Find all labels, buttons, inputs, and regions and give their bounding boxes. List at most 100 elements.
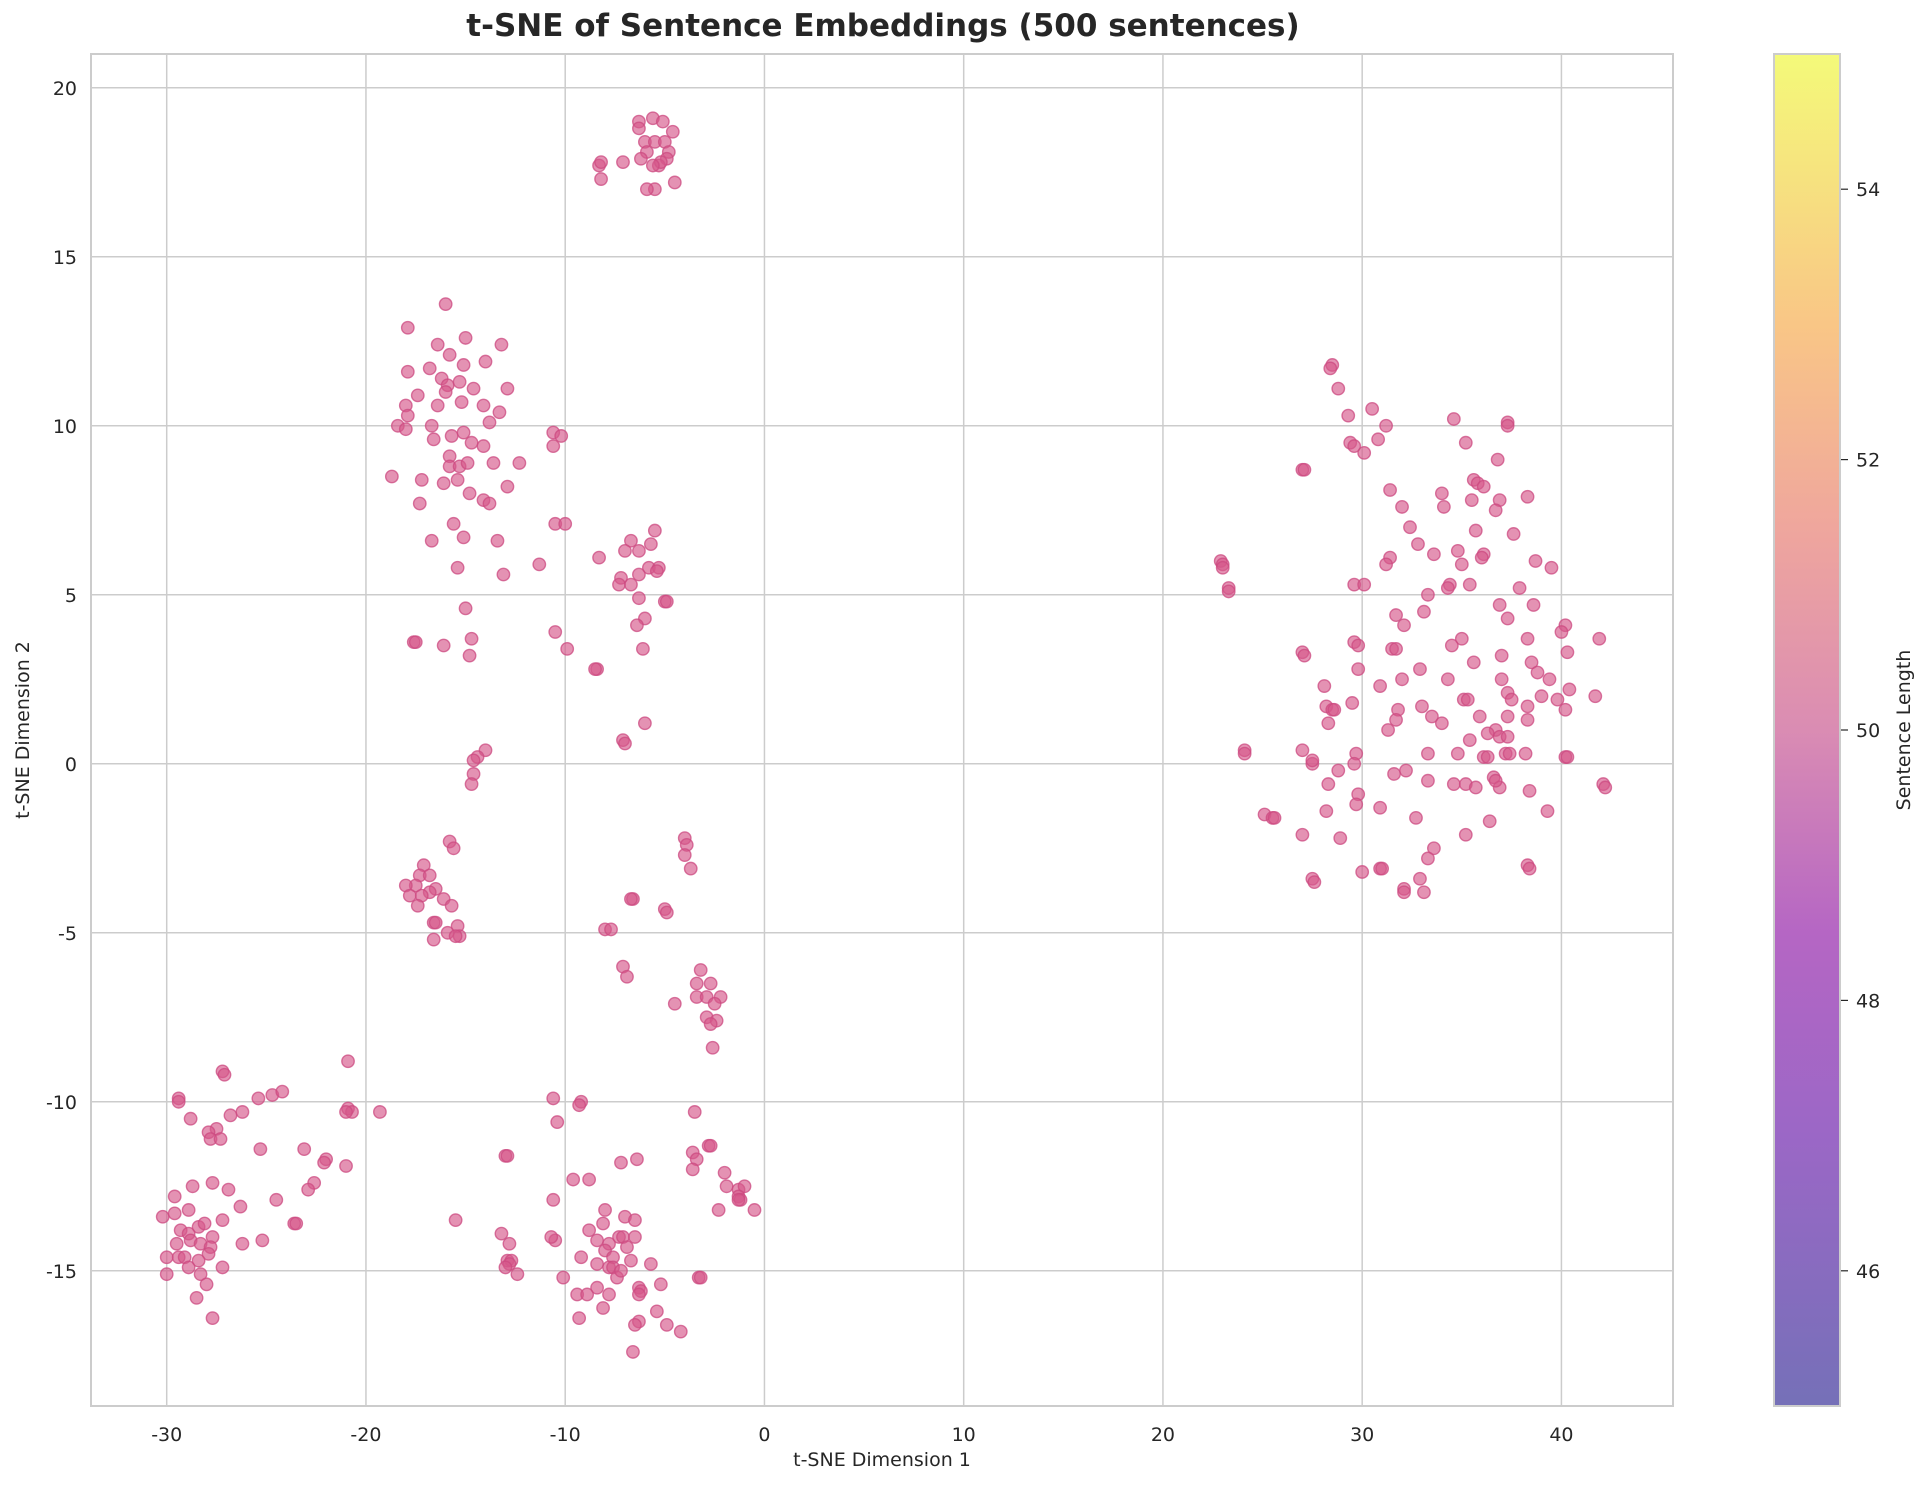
colorbar-tick-label: 46 [1856, 1261, 1880, 1283]
data-point [446, 516, 461, 531]
data-point [1454, 557, 1469, 572]
data-point [1297, 648, 1312, 663]
data-point [705, 1040, 720, 1055]
data-point [1413, 871, 1427, 886]
data-point [400, 408, 415, 423]
data-point [191, 1253, 206, 1268]
data-point [1520, 712, 1535, 727]
data-point [215, 1260, 230, 1275]
data-point [616, 155, 630, 170]
data-point [602, 1287, 616, 1302]
data-point [1341, 408, 1356, 423]
data-point [1349, 797, 1364, 812]
x-tick-label: 10 [952, 1424, 976, 1446]
data-point [185, 1179, 200, 1194]
data-point [1357, 445, 1372, 460]
data-point [1488, 773, 1503, 788]
data-point [1494, 672, 1509, 687]
data-point [1421, 746, 1435, 761]
y-tick-label: -5 [58, 923, 77, 945]
data-point [558, 516, 573, 531]
data-point [167, 1189, 182, 1204]
data-point [677, 848, 692, 862]
data-point [1446, 412, 1461, 426]
data-point [1389, 641, 1403, 656]
data-point [438, 385, 453, 399]
data-point [500, 479, 515, 494]
data-point [1500, 709, 1515, 724]
data-point [731, 1192, 746, 1207]
data-point [1446, 777, 1461, 791]
data-point [632, 121, 646, 136]
data-point [596, 1216, 610, 1231]
data-point [462, 486, 477, 501]
data-point [167, 1206, 182, 1221]
data-point [414, 472, 429, 487]
y-tick-labels: -15 -10 -5 0 5 10 15 20 [46, 78, 77, 1283]
data-point [1387, 767, 1401, 781]
data-point [632, 591, 646, 606]
data-point [458, 331, 473, 345]
data-point [1417, 885, 1431, 900]
data-point [1295, 827, 1310, 842]
data-point [1351, 638, 1366, 653]
x-axis-label: t-SNE Dimension 1 [793, 1449, 971, 1471]
data-point [643, 537, 658, 551]
data-point [628, 1230, 642, 1244]
data-point [1327, 702, 1342, 717]
data-point [1520, 631, 1535, 646]
data-point [482, 496, 497, 511]
data-point [1319, 804, 1334, 819]
y-tick-label: -10 [46, 1092, 77, 1114]
data-point [430, 398, 445, 413]
data-point [590, 1280, 604, 1295]
data-point [460, 456, 475, 470]
data-point [639, 182, 654, 197]
data-point [438, 297, 453, 312]
data-point [1520, 489, 1535, 504]
data-point [500, 1148, 515, 1163]
data-point [1413, 662, 1427, 677]
data-point [693, 963, 708, 977]
data-point [253, 1142, 268, 1157]
data-point [1434, 486, 1449, 501]
data-point [632, 567, 646, 582]
data-point [255, 1233, 270, 1248]
data-point [687, 1105, 702, 1119]
data-point [655, 114, 670, 129]
data-point [572, 1098, 587, 1113]
data-point [624, 577, 638, 592]
data-point [235, 1236, 250, 1251]
data-point [402, 888, 417, 903]
data-point [1351, 662, 1366, 677]
data-point [444, 429, 459, 443]
data-point [448, 929, 463, 944]
data-point [1500, 729, 1515, 744]
data-point [1345, 696, 1360, 710]
data-point [339, 1159, 353, 1173]
data-point [1237, 746, 1252, 761]
colorbar-label: Sentence Length [1893, 650, 1915, 811]
data-point [205, 1176, 220, 1190]
data-point [482, 415, 497, 430]
data-point [683, 861, 698, 876]
data-point [171, 1094, 186, 1109]
y-tick-label: 5 [65, 585, 77, 607]
data-point [502, 1236, 517, 1251]
data-point [630, 1152, 644, 1167]
data-point [1482, 814, 1497, 829]
data-point [1476, 479, 1491, 494]
data-point [1544, 560, 1559, 575]
data-point [1357, 577, 1372, 592]
data-point [703, 976, 718, 991]
data-point [426, 932, 441, 947]
data-point [1530, 665, 1545, 680]
data-point [466, 753, 481, 768]
y-tick-label: 15 [53, 247, 77, 269]
data-point [1512, 581, 1527, 595]
data-point [1520, 699, 1535, 714]
data-point [582, 1223, 597, 1238]
data-point [550, 1115, 565, 1129]
colorbar-ticks: 46 48 50 52 54 [1841, 179, 1880, 1283]
data-point [476, 398, 491, 413]
